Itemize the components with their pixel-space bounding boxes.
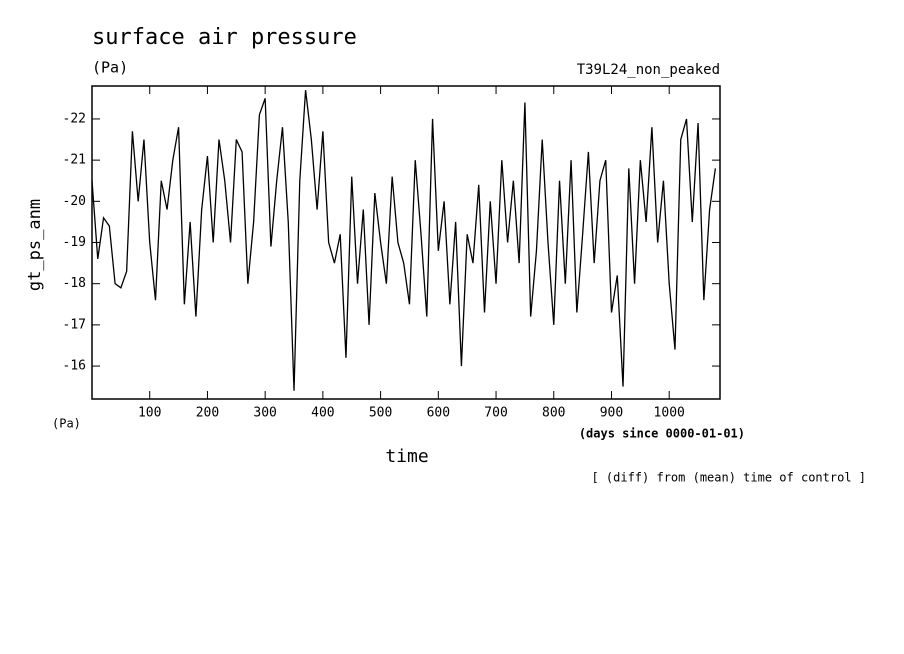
x-tick-label: 400 (311, 406, 334, 421)
y-tick-label: -18 (63, 276, 86, 291)
x-tick-label: 800 (542, 406, 565, 421)
run-label: T39L24_non_peaked (577, 62, 720, 78)
x-tick-label: 100 (138, 406, 161, 421)
y-tick-label: -21 (63, 153, 86, 168)
footnote: [ (diff) from (mean) time of control ] (591, 471, 866, 485)
y-tick-label: -17 (63, 317, 86, 332)
x-tick-label: 900 (600, 406, 623, 421)
series-line (91, 90, 717, 391)
y-tick-label: -20 (63, 194, 86, 209)
x-units-label: (days since 0000-01-01) (579, 427, 745, 441)
x-tick-label: 200 (196, 406, 219, 421)
x-tick-label: 1000 (654, 406, 685, 421)
y-tick-label: -22 (63, 111, 86, 126)
plot-frame (91, 85, 721, 400)
y-units-label: (Pa) (52, 417, 81, 431)
x-axis-label: time (385, 446, 428, 467)
x-tick-label: 700 (484, 406, 507, 421)
x-tick-label: 600 (427, 406, 450, 421)
units-label: (Pa) (92, 59, 128, 77)
y-tick-label: -19 (63, 235, 86, 250)
chart-title: surface air pressure (92, 25, 357, 50)
x-tick-label: 300 (253, 406, 276, 421)
x-tick-label: 500 (369, 406, 392, 421)
y-axis-label: gt_ps_anm (25, 199, 45, 291)
y-tick-label: -16 (63, 359, 86, 374)
